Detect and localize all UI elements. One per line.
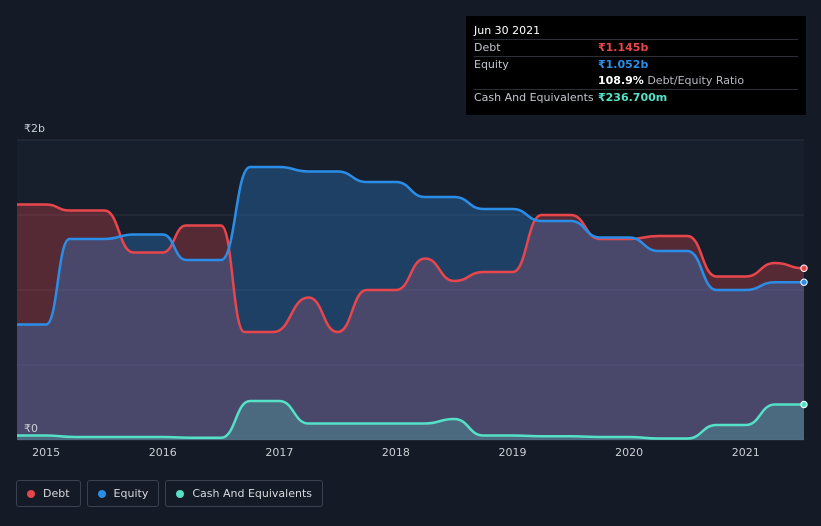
x-tick-label: 2021: [732, 446, 760, 459]
debt-area: [17, 204, 804, 440]
equity-area: [17, 167, 804, 440]
legend-label: Equity: [113, 487, 149, 500]
legend-item-debt[interactable]: Debt: [16, 480, 81, 507]
debt-line: [17, 203, 805, 334]
equity-end-marker: [800, 278, 808, 286]
series-areas: [17, 167, 804, 440]
legend: Debt Equity Cash And Equivalents: [16, 480, 323, 507]
debt-end-marker: [800, 264, 808, 272]
y-axis-top-label: ₹2b: [24, 122, 45, 135]
tooltip-debt-row: Debt ₹1.145b: [474, 39, 798, 56]
tooltip-equity-value: ₹1.052b: [598, 58, 649, 71]
x-tick-label: 2019: [499, 446, 527, 459]
y-axis-zero-label: ₹0: [24, 422, 38, 435]
cash-end-marker: [800, 400, 808, 409]
equity-dot-icon: [97, 489, 106, 498]
equity-line: [17, 165, 804, 326]
tooltip-panel: Jun 30 2021 Debt ₹1.145b Equity ₹1.052b …: [466, 16, 806, 115]
tooltip-ratio-value: 108.9%: [598, 74, 644, 87]
tooltip-cash-label: Cash And Equivalents: [474, 91, 594, 104]
x-tick-label: 2017: [265, 446, 293, 459]
cash-area: [17, 401, 804, 440]
debt-dot-icon: [27, 489, 35, 498]
legend-label: Debt: [43, 487, 70, 500]
tooltip-date: Jun 30 2021: [474, 24, 541, 37]
series-end-markers: [800, 264, 808, 409]
tooltip-equity-row: Equity ₹1.052b: [474, 56, 798, 73]
x-tick-label: 2018: [382, 446, 410, 459]
tooltip-cash-value: ₹236.700m: [598, 91, 668, 104]
tooltip-cash-row: Cash And Equivalents ₹236.700m: [474, 89, 798, 106]
series-lines: [16, 165, 805, 440]
legend-item-equity[interactable]: Equity: [86, 480, 160, 507]
x-tick-label: 2016: [149, 446, 177, 459]
tooltip-equity-label: Equity: [474, 58, 509, 71]
tooltip-debt-value: ₹1.145b: [598, 41, 649, 54]
x-tick-label: 2020: [615, 446, 643, 459]
axis-labels: ₹2b ₹0 2015 2016 2017 2018 2019 2020 2021: [24, 122, 760, 459]
tooltip-ratio-label: Debt/Equity Ratio: [647, 74, 745, 87]
tooltip-ratio-row: 108.9% Debt/Equity Ratio: [474, 73, 798, 89]
cash-dot-icon: [176, 489, 185, 498]
x-tick-label: 2015: [32, 446, 60, 459]
legend-item-cash[interactable]: Cash And Equivalents: [165, 480, 323, 507]
legend-label: Cash And Equivalents: [192, 487, 312, 500]
tooltip-debt-label: Debt: [474, 41, 501, 54]
cash-line: [16, 399, 804, 440]
